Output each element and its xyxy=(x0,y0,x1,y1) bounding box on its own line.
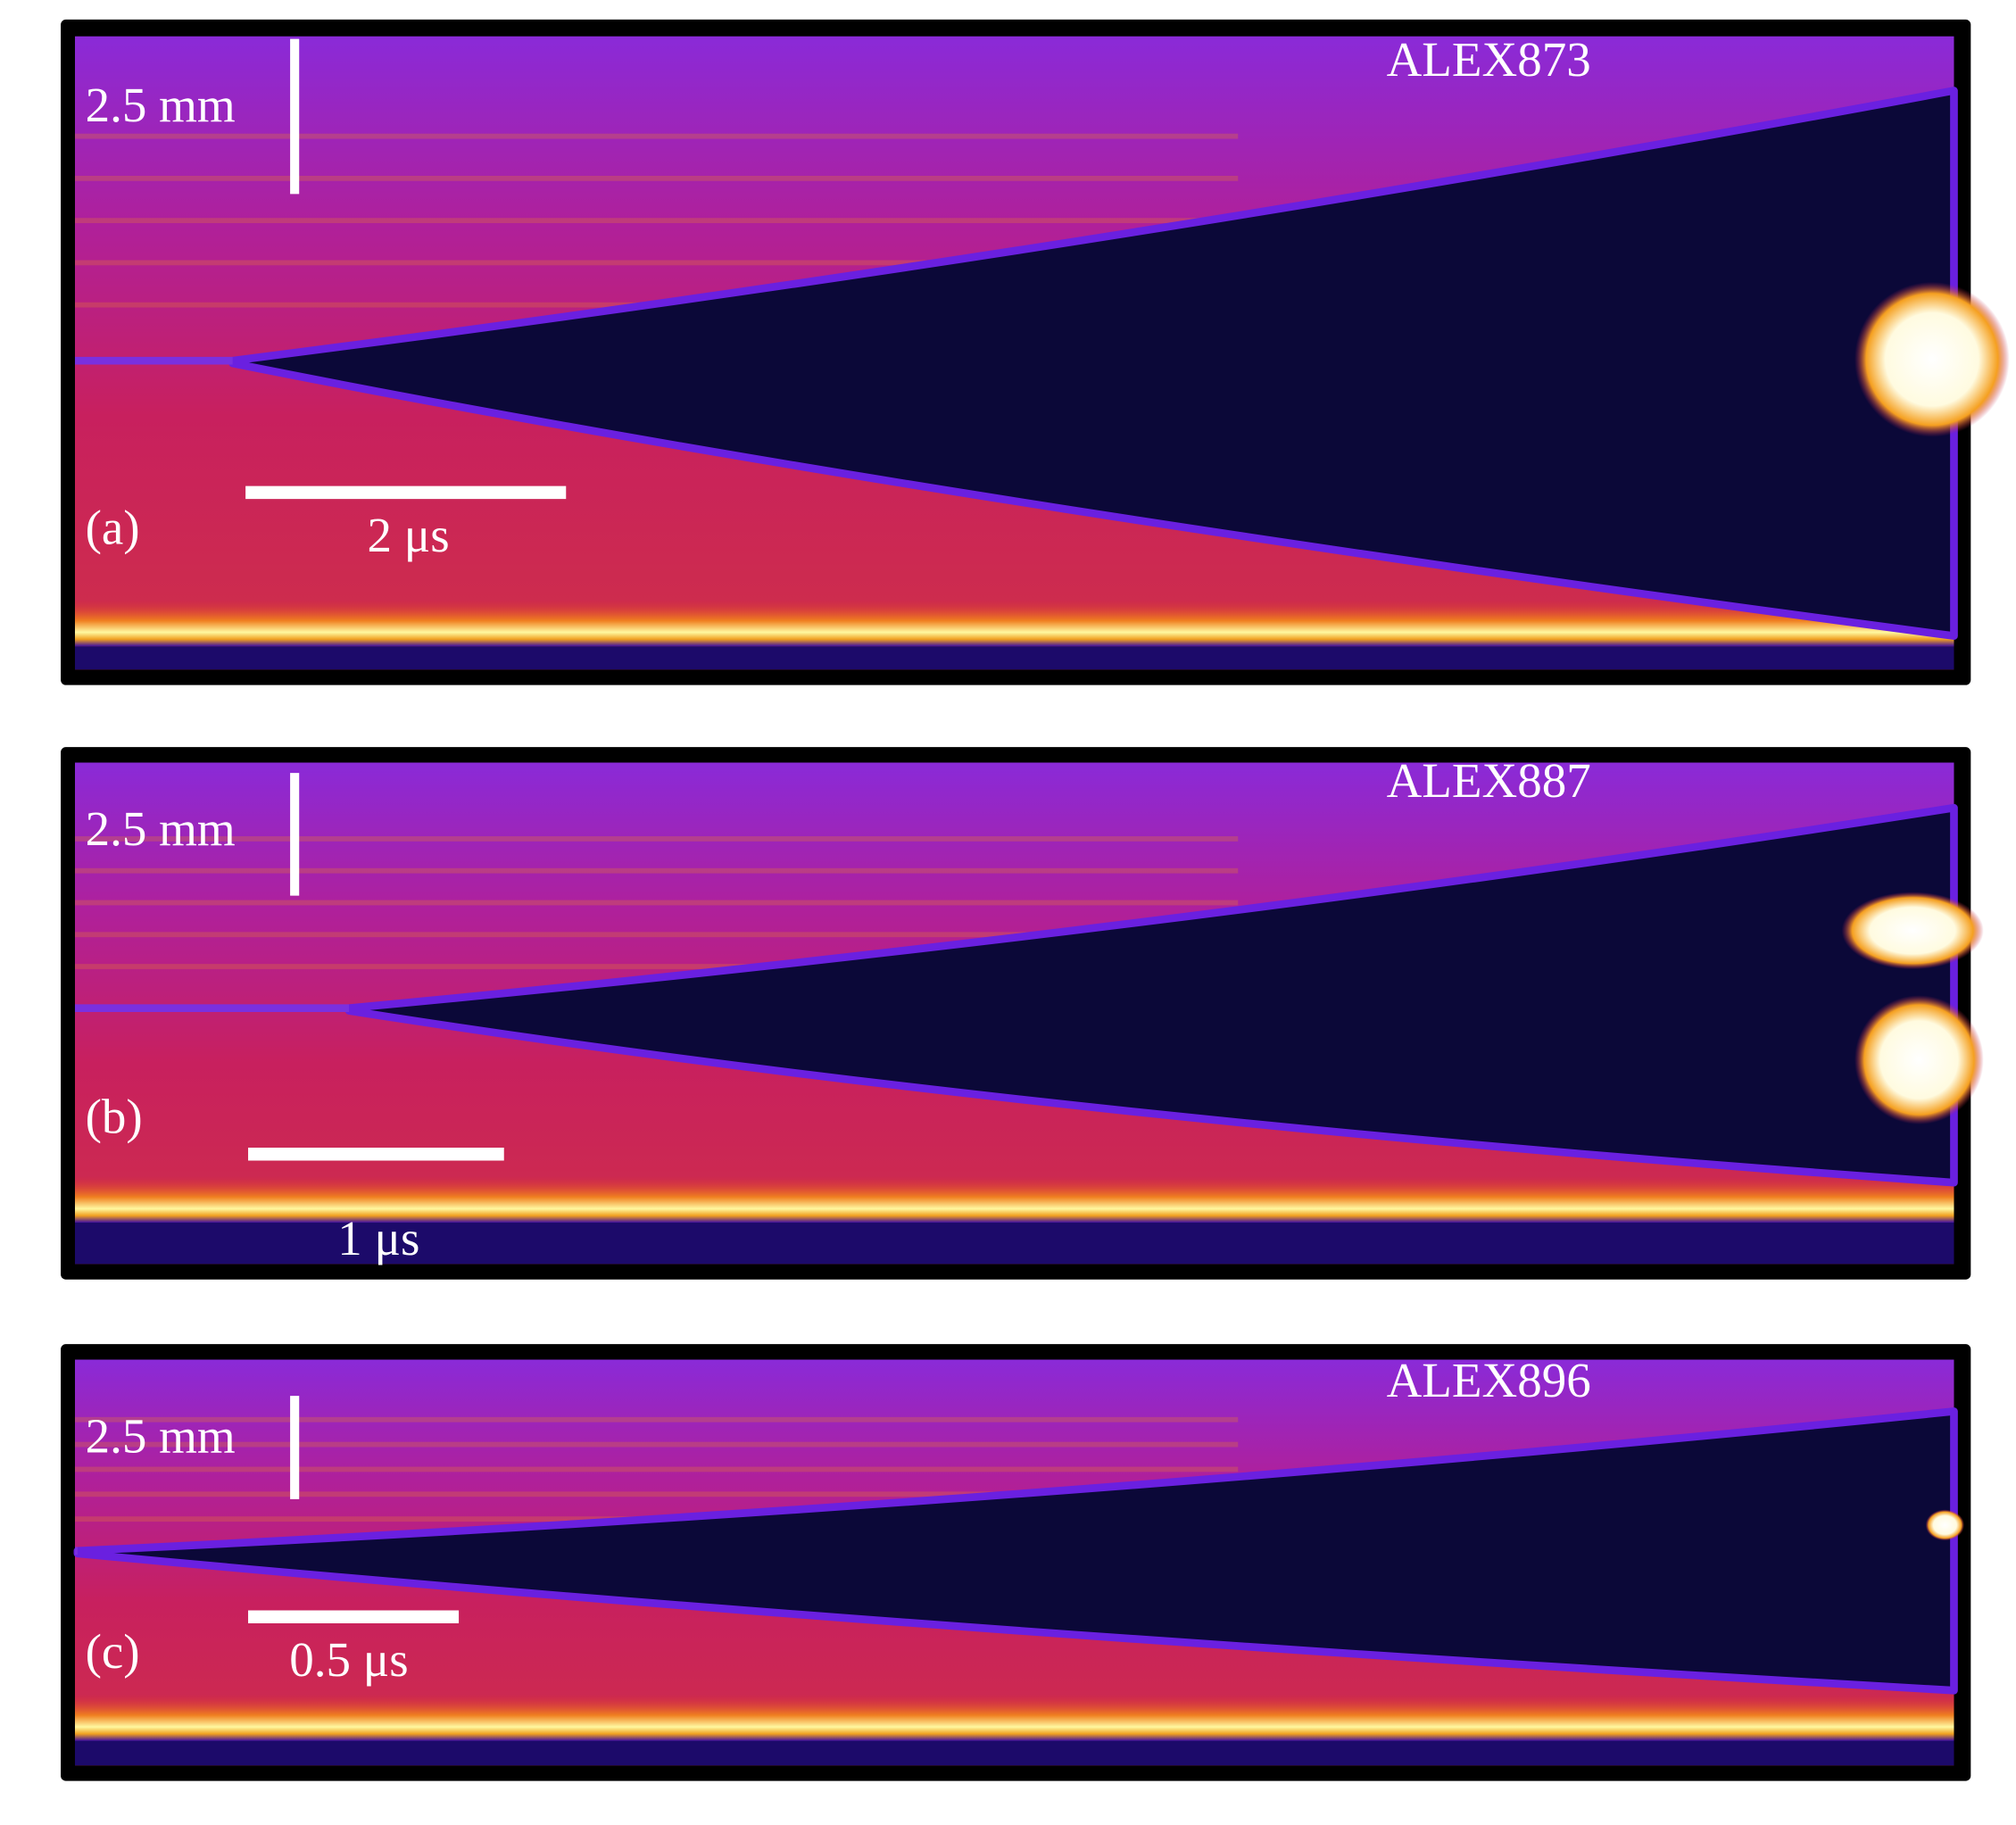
dark-band xyxy=(74,1220,1954,1265)
streak xyxy=(74,932,1239,938)
streak xyxy=(74,900,1239,906)
bright-stripe xyxy=(74,600,1954,647)
length-scale-label: 2.5 mm xyxy=(86,78,236,132)
panel: 2.5 mm 0.5 μs (c) ALEX896 xyxy=(61,1344,1971,1781)
length-scale-label: 2.5 mm xyxy=(86,1408,236,1463)
streak xyxy=(74,175,1239,181)
streak xyxy=(74,964,1239,969)
panel: 2.5 mm 2 μs (a) ALEX873 xyxy=(61,19,2010,685)
bright-stripe xyxy=(74,1175,1954,1224)
streak xyxy=(74,133,1239,139)
streak xyxy=(74,867,1239,874)
panel-label: (c) xyxy=(86,1624,140,1679)
dark-band xyxy=(74,646,1954,670)
shot-label: ALEX873 xyxy=(1387,32,1591,87)
dark-wedge xyxy=(228,87,1958,640)
dark-wedge xyxy=(73,1407,1958,1695)
shot-label: ALEX887 xyxy=(1387,753,1591,808)
streak xyxy=(74,1491,1239,1497)
hot-spot xyxy=(1854,995,1984,1124)
hot-spot xyxy=(1841,892,1984,970)
panel-label: (b) xyxy=(86,1090,143,1144)
streak xyxy=(74,218,1239,224)
time-scale-label: 1 μs xyxy=(337,1211,419,1265)
shot-label: ALEX896 xyxy=(1387,1353,1591,1407)
length-scale-label: 2.5 mm xyxy=(86,801,236,856)
streak xyxy=(74,836,1239,842)
hot-spot xyxy=(1925,1509,1965,1541)
streak xyxy=(74,260,1239,266)
time-scale-label: 2 μs xyxy=(368,508,450,562)
dark-wedge xyxy=(344,803,1958,1187)
time-scale-label: 0.5 μs xyxy=(289,1632,408,1687)
streak xyxy=(74,1416,1239,1423)
streak xyxy=(74,1441,1239,1448)
panel: 2.5 mm 1 μs (b) ALEX887 xyxy=(61,747,1984,1280)
panel-label: (a) xyxy=(86,500,140,554)
streak xyxy=(74,1466,1239,1472)
hot-spot xyxy=(1854,281,2010,437)
bright-stripe xyxy=(74,1694,1954,1741)
